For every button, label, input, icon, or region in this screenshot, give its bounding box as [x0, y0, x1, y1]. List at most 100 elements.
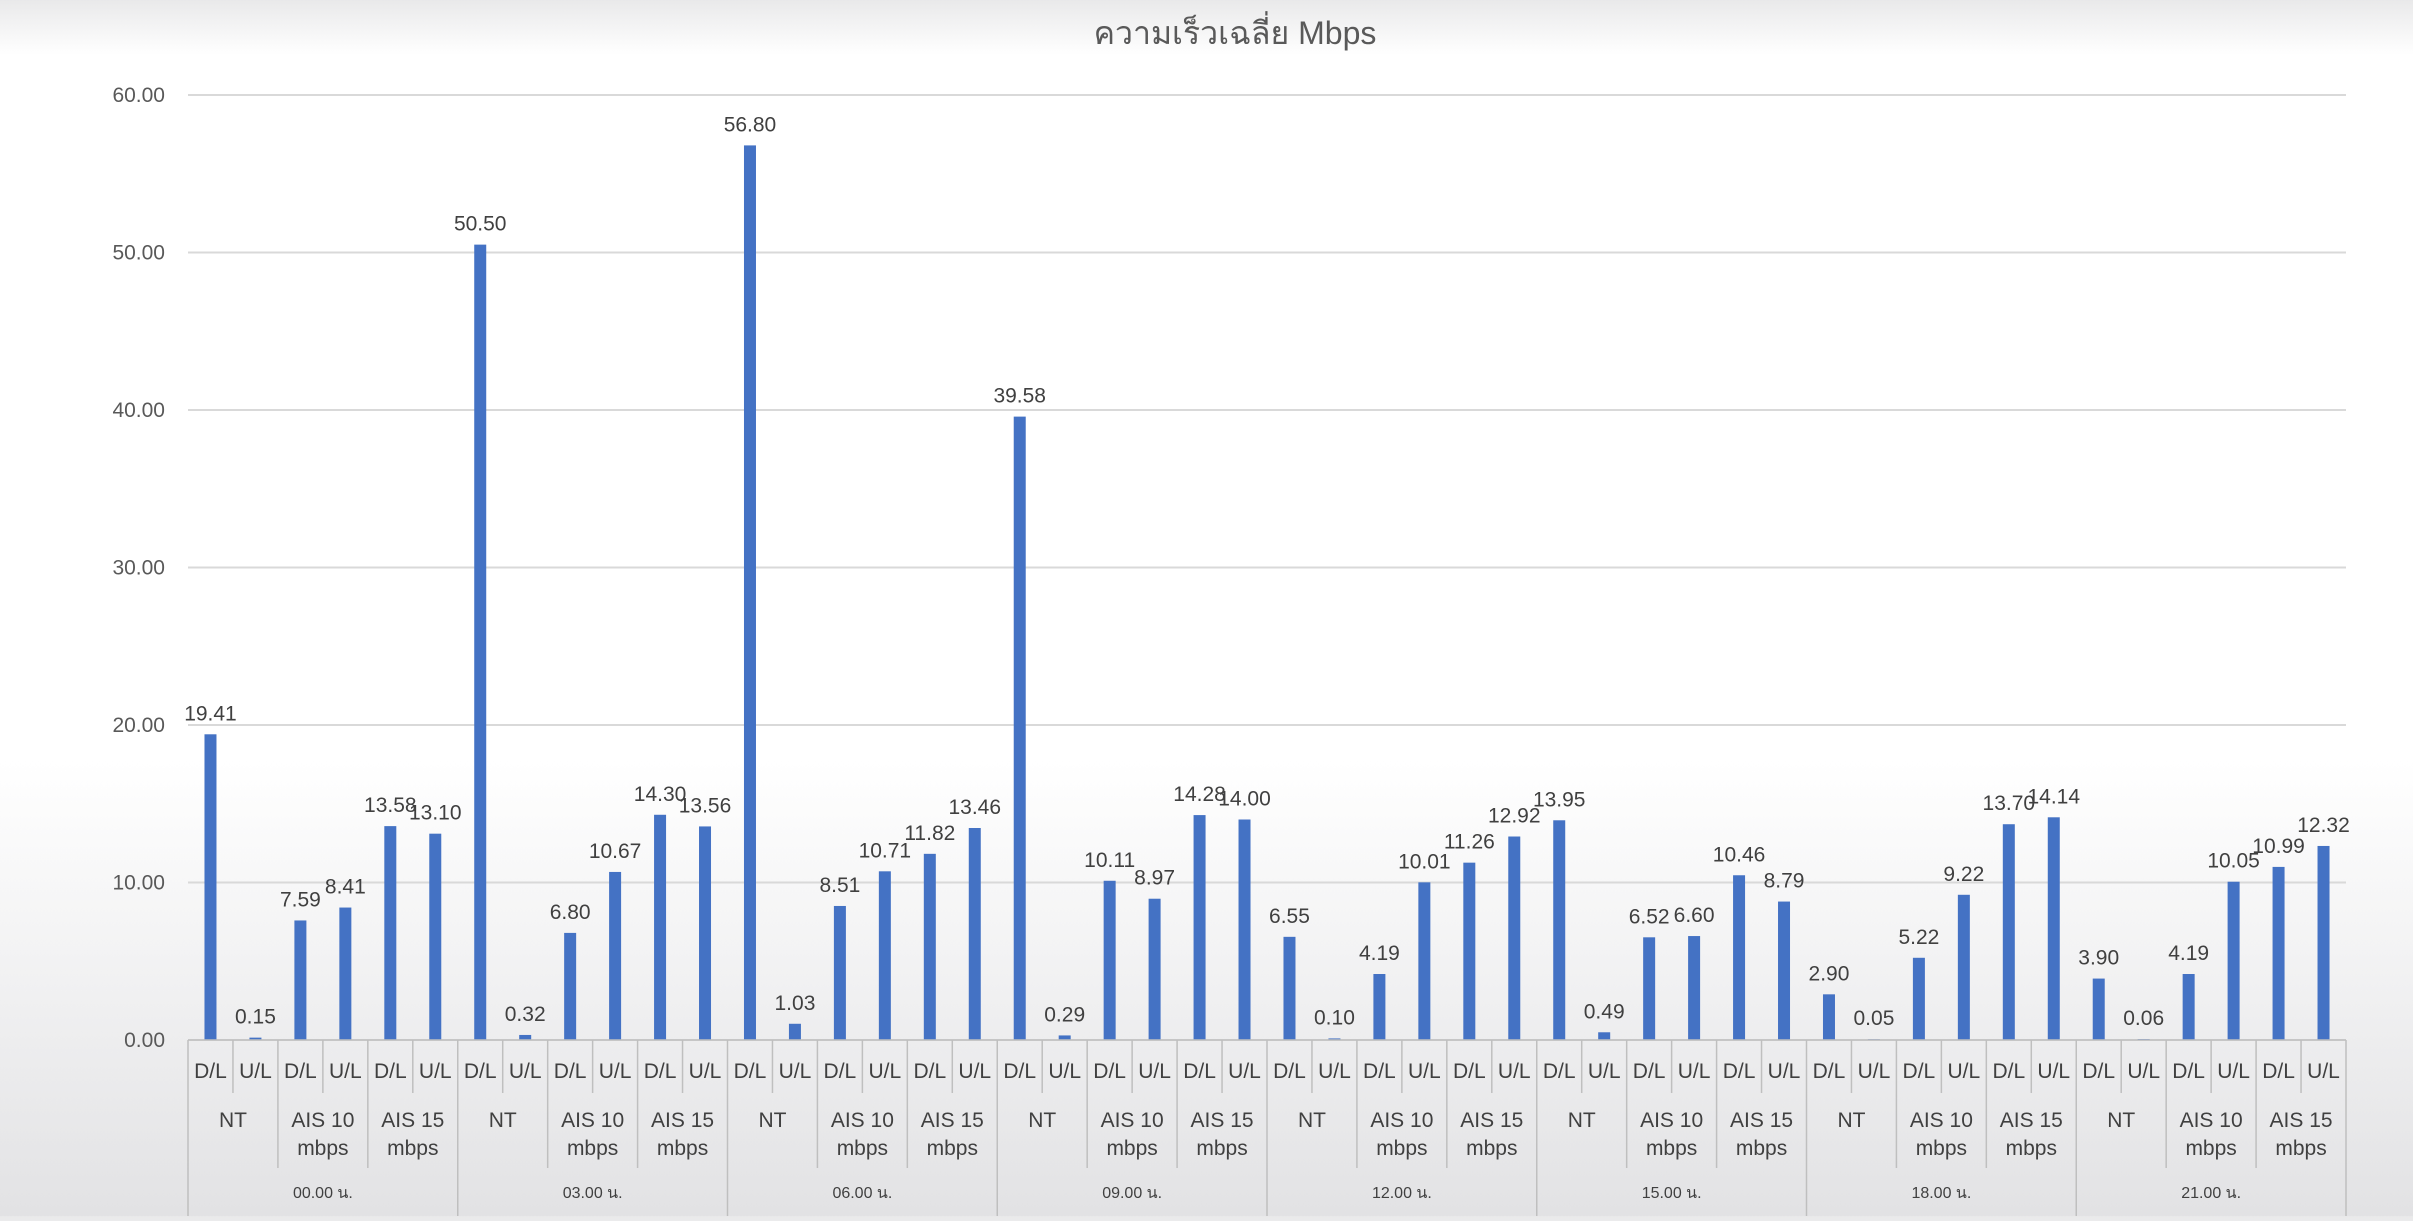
data-label: 14.00 — [1218, 788, 1271, 811]
series-label: U/L — [1948, 1060, 1981, 1083]
y-tick-label: 0.00 — [124, 1029, 165, 1052]
bar — [833, 905, 846, 1040]
provider-label: mbps — [1916, 1137, 1967, 1160]
provider-label: AIS 15 — [1191, 1109, 1254, 1132]
y-tick-label: 30.00 — [112, 557, 165, 580]
provider-label: AIS 10 — [1370, 1109, 1433, 1132]
bar — [609, 871, 622, 1040]
series-label: D/L — [464, 1060, 497, 1083]
time-label: 00.00 น. — [293, 1185, 353, 1202]
bar — [968, 828, 981, 1040]
provider-label: mbps — [567, 1137, 618, 1160]
x-axis-category-labels: D/L U/L D/L U/L D/L U/L D/L U/L D/L U/L D/L U/L D/L U… — [187, 1039, 2347, 1216]
time-label: 18.00 น. — [1911, 1185, 1971, 1202]
provider-label: mbps — [1196, 1137, 1247, 1160]
bar — [1373, 974, 1386, 1040]
series-label: U/L — [1408, 1060, 1441, 1083]
data-label: 10.99 — [2252, 835, 2305, 858]
data-label: 0.06 — [2123, 1007, 2164, 1030]
data-label: 4.19 — [2168, 942, 2209, 965]
bar — [878, 871, 891, 1040]
data-label: 10.01 — [1398, 850, 1451, 873]
series-label: D/L — [374, 1060, 407, 1083]
series-label: D/L — [1543, 1060, 1576, 1083]
bars — [204, 145, 2330, 1040]
data-label: 1.03 — [775, 992, 816, 1015]
chart-title: ความเร็วเฉลี่ย Mbps — [1094, 11, 1377, 51]
provider-label: AIS 10 — [1640, 1109, 1703, 1132]
provider-label: mbps — [1736, 1137, 1787, 1160]
series-label: U/L — [1678, 1060, 1711, 1083]
data-label: 8.51 — [819, 874, 860, 897]
data-label: 0.32 — [505, 1003, 546, 1026]
bar — [2182, 974, 2195, 1040]
provider-label: AIS 15 — [1730, 1109, 1793, 1132]
provider-label: NT — [2107, 1109, 2135, 1132]
bar — [294, 920, 307, 1040]
data-label: 0.29 — [1044, 1003, 1085, 1026]
series-label: D/L — [554, 1060, 587, 1083]
series-label: U/L — [869, 1060, 902, 1083]
data-label: 10.11 — [1084, 849, 1135, 872]
provider-label: NT — [1568, 1109, 1596, 1132]
time-label: 06.00 น. — [832, 1185, 892, 1202]
provider-label: NT — [1298, 1109, 1326, 1132]
bar — [1463, 862, 1476, 1040]
y-axis-tick-labels: 0.00 10.00 20.00 30.00 40.00 50.00 60.00 — [112, 84, 165, 1052]
series-label: D/L — [2172, 1060, 2205, 1083]
bar — [1688, 936, 1701, 1040]
series-label: D/L — [913, 1060, 946, 1083]
series-label: U/L — [1768, 1060, 1801, 1083]
bar — [1733, 875, 1746, 1040]
provider-label: AIS 15 — [651, 1109, 714, 1132]
series-label: U/L — [509, 1060, 542, 1083]
data-label: 0.49 — [1584, 1000, 1625, 1023]
series-label: D/L — [824, 1060, 857, 1083]
series-label: D/L — [1183, 1060, 1216, 1083]
series-label: U/L — [1498, 1060, 1531, 1083]
provider-label: AIS 10 — [291, 1109, 354, 1132]
data-label: 19.41 — [184, 702, 237, 725]
bar — [1238, 819, 1251, 1040]
provider-label: mbps — [1376, 1137, 1427, 1160]
provider-label: AIS 10 — [561, 1109, 624, 1132]
provider-label: NT — [219, 1109, 247, 1132]
provider-label: mbps — [927, 1137, 978, 1160]
provider-label: AIS 15 — [1460, 1109, 1523, 1132]
bar — [1013, 416, 1026, 1040]
data-label: 5.22 — [1898, 926, 1939, 949]
bar — [339, 907, 352, 1040]
provider-label: AIS 15 — [921, 1109, 984, 1132]
series-label: D/L — [1723, 1060, 1756, 1083]
series-label: D/L — [1633, 1060, 1666, 1083]
bar — [474, 244, 487, 1040]
series-label: D/L — [1992, 1060, 2025, 1083]
time-label: 15.00 น. — [1642, 1185, 1702, 1202]
data-label: 6.60 — [1674, 904, 1715, 927]
bar — [249, 1037, 262, 1040]
series-label: U/L — [239, 1060, 272, 1083]
series-label: U/L — [2307, 1060, 2340, 1083]
bar — [2002, 824, 2015, 1040]
bar — [654, 814, 667, 1040]
provider-label: mbps — [657, 1137, 708, 1160]
provider-label: AIS 15 — [2270, 1109, 2333, 1132]
provider-label: mbps — [2185, 1137, 2236, 1160]
bar — [1553, 820, 1566, 1040]
time-label: 09.00 น. — [1102, 1185, 1162, 1202]
time-label: 21.00 น. — [2181, 1185, 2241, 1202]
bar — [1957, 894, 1970, 1040]
provider-label: mbps — [1106, 1137, 1157, 1160]
provider-label: mbps — [1646, 1137, 1697, 1160]
series-label: D/L — [1003, 1060, 1036, 1083]
data-label: 14.14 — [2027, 785, 2080, 808]
bar — [429, 833, 442, 1040]
series-label: D/L — [1813, 1060, 1846, 1083]
series-label: U/L — [329, 1060, 362, 1083]
y-tick-label: 10.00 — [112, 872, 165, 895]
provider-label: AIS 10 — [1910, 1109, 1973, 1132]
bar — [699, 826, 712, 1040]
data-label: 56.80 — [724, 113, 777, 136]
series-label: U/L — [2127, 1060, 2160, 1083]
